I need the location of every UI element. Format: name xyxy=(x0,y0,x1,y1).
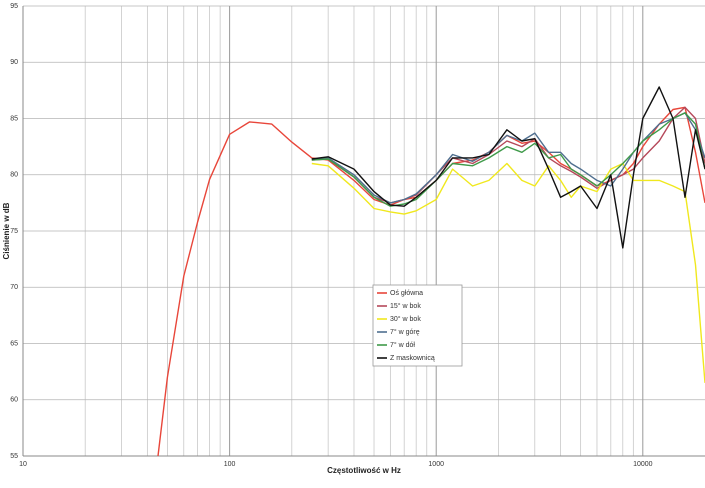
x-axis-title: Częstotliwość w Hz xyxy=(327,466,401,475)
x-tick-label: 10000 xyxy=(633,461,653,468)
series-line xyxy=(311,86,705,249)
y-tick-label: 55 xyxy=(10,453,18,460)
y-tick-label: 90 xyxy=(10,59,18,66)
series-line xyxy=(311,162,705,383)
legend-label: Oś główna xyxy=(390,290,423,297)
x-tick-label: 10 xyxy=(19,461,27,468)
legend-label: Z maskownicą xyxy=(390,355,435,362)
y-axis-title: Ciśnienie w dB xyxy=(2,202,11,259)
y-tick-label: 85 xyxy=(10,115,18,122)
y-tick-label: 70 xyxy=(10,284,18,291)
x-tick-label: 100 xyxy=(224,461,236,468)
y-tick-label: 80 xyxy=(10,172,18,179)
legend-label: 7° w górę xyxy=(390,328,420,336)
y-tick-label: 65 xyxy=(10,340,18,347)
series-line xyxy=(157,106,705,457)
y-tick-label: 60 xyxy=(10,397,18,404)
legend-label: 7° w dół xyxy=(390,341,415,349)
legend-label: 15° w bok xyxy=(390,302,421,310)
legend-label: 30° w bok xyxy=(390,315,421,323)
y-tick-label: 95 xyxy=(10,3,18,10)
x-tick-label: 1000 xyxy=(428,461,444,468)
series-line xyxy=(311,112,705,204)
legend: Oś główna 15° w bok 30° w bok 7° w górę 7° w… xyxy=(372,284,463,367)
legend-box xyxy=(372,284,463,367)
y-tick-label: 75 xyxy=(10,228,18,235)
